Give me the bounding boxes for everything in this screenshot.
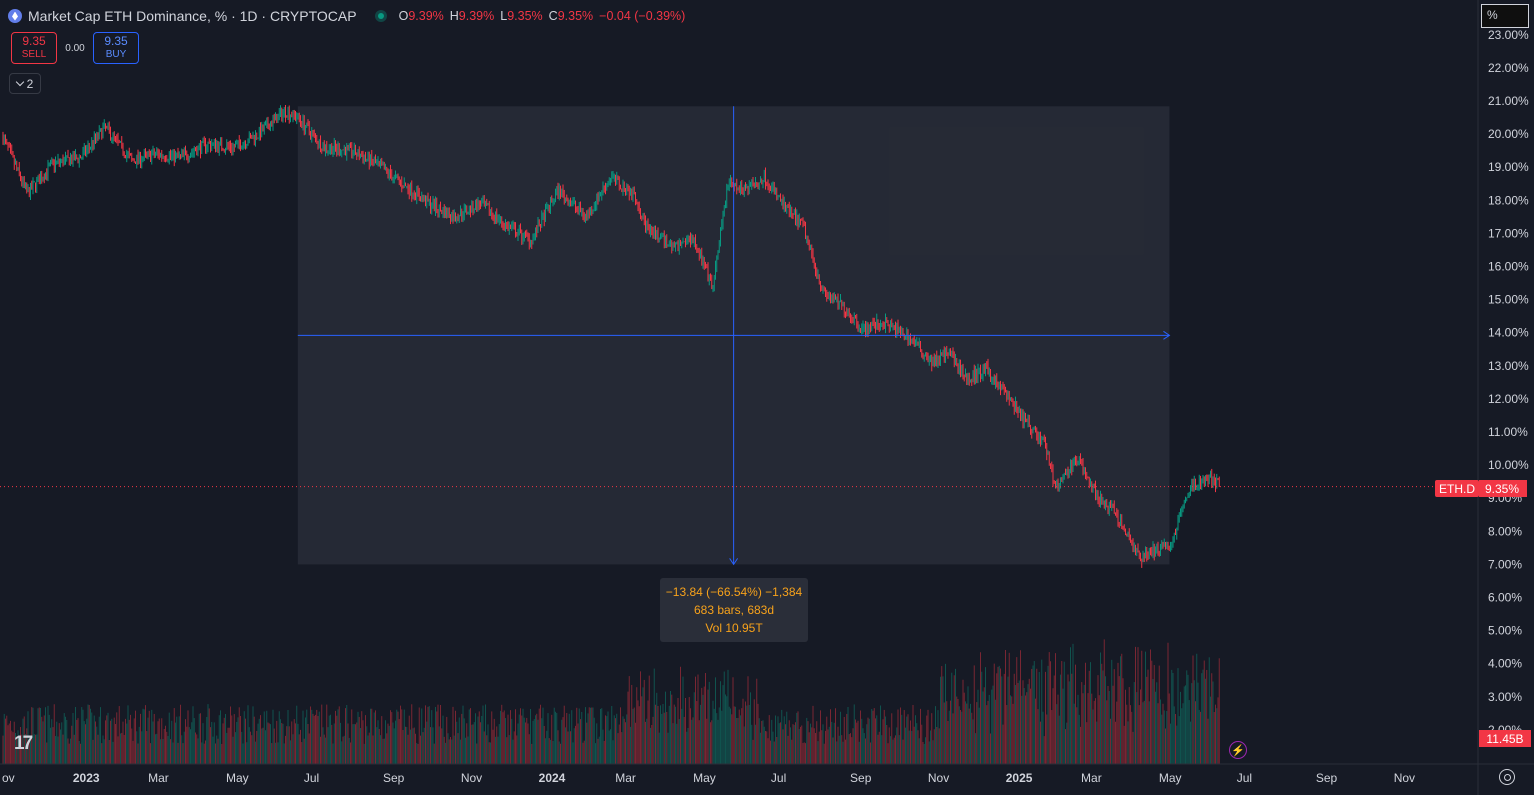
time-tick-label: Sep bbox=[1316, 771, 1338, 785]
time-tick-label: 2024 bbox=[539, 771, 566, 785]
price-tick-label: 14.00% bbox=[1488, 326, 1529, 340]
trade-panel: 9.35 SELL 0.00 9.35 BUY bbox=[11, 32, 139, 64]
price-tick-label: 5.00% bbox=[1488, 624, 1522, 638]
price-candles bbox=[2, 105, 1220, 568]
price-tick-label: 12.00% bbox=[1488, 392, 1529, 406]
time-tick-label: Mar bbox=[615, 771, 636, 785]
ohlc-values: O9.39% H9.39% L9.35% C9.35% −0.04 (−0.39… bbox=[398, 9, 686, 23]
volume-value-label: 11.45B bbox=[1479, 730, 1531, 747]
price-tick-label: 23.00% bbox=[1488, 28, 1529, 42]
time-tick-label: Jul bbox=[1237, 771, 1252, 785]
price-tick-label: 21.00% bbox=[1488, 94, 1529, 108]
time-tick-label: Nov bbox=[928, 771, 949, 785]
symbol-price-label: ETH.D bbox=[1435, 480, 1479, 497]
last-price-label: 9.35% bbox=[1479, 480, 1527, 497]
chart-legend: Market Cap ETH Dominance, % · 1D · CRYPT… bbox=[8, 6, 685, 26]
price-tick-label: 20.00% bbox=[1488, 127, 1529, 141]
sell-button[interactable]: 9.35 SELL bbox=[11, 32, 57, 64]
price-tick-label: 10.00% bbox=[1488, 458, 1529, 472]
measure-volume: Vol 10.95T bbox=[705, 621, 763, 635]
measure-change: −13.84 (−66.54%) −1,384 bbox=[665, 585, 803, 599]
volume-bars bbox=[2, 639, 1220, 764]
time-tick-label: May bbox=[693, 771, 716, 785]
ethereum-icon bbox=[8, 9, 22, 23]
time-tick-label: Nov bbox=[461, 771, 482, 785]
price-tick-label: 7.00% bbox=[1488, 557, 1522, 571]
measure-bars: 683 bars, 683d bbox=[693, 603, 775, 617]
measure-lines bbox=[0, 106, 1478, 566]
time-tick-label: 2025 bbox=[1006, 771, 1033, 785]
time-tick-label: May bbox=[226, 771, 249, 785]
gear-icon[interactable] bbox=[1499, 769, 1515, 785]
spread-value: 0.00 bbox=[65, 42, 85, 54]
price-tick-label: 8.00% bbox=[1488, 524, 1522, 538]
price-tick-label: 6.00% bbox=[1488, 591, 1522, 605]
symbol-title[interactable]: Market Cap ETH Dominance, % · 1D · CRYPT… bbox=[28, 8, 357, 24]
measure-arrow-down bbox=[729, 558, 739, 566]
price-tick-label: 18.00% bbox=[1488, 193, 1529, 207]
time-tick-label: Mar bbox=[1081, 771, 1102, 785]
flash-icon[interactable]: ⚡ bbox=[1229, 741, 1247, 759]
time-tick-label: Sep bbox=[850, 771, 872, 785]
tradingview-logo[interactable]: 17 bbox=[14, 733, 33, 754]
price-tick-label: 11.00% bbox=[1488, 425, 1528, 439]
price-tick-label: 3.00% bbox=[1488, 690, 1522, 704]
chevron-down-icon bbox=[15, 77, 24, 87]
price-tick-label: 17.00% bbox=[1488, 226, 1529, 240]
time-tick-label: Jul bbox=[304, 771, 319, 785]
buy-button[interactable]: 9.35 BUY bbox=[93, 32, 139, 64]
price-tick-label: 13.00% bbox=[1488, 359, 1529, 373]
price-tick-label: 19.00% bbox=[1488, 160, 1529, 174]
measure-info-box: −13.84 (−66.54%) −1,384 683 bars, 683d V… bbox=[660, 578, 808, 642]
measure-arrow-right bbox=[1163, 330, 1171, 340]
time-tick-label: Sep bbox=[383, 771, 405, 785]
time-tick-label: Mar bbox=[148, 771, 169, 785]
price-tick-label: 16.00% bbox=[1488, 260, 1529, 274]
time-tick-label: ov bbox=[2, 771, 15, 785]
price-tick-label: 4.00% bbox=[1488, 657, 1522, 671]
time-tick-label: Jul bbox=[771, 771, 786, 785]
indicators-toggle-button[interactable]: 2 bbox=[9, 73, 41, 94]
market-status-icon bbox=[374, 10, 387, 22]
time-tick-label: May bbox=[1159, 771, 1182, 785]
time-tick-label: Nov bbox=[1394, 771, 1415, 785]
time-tick-label: 2023 bbox=[73, 771, 100, 785]
price-tick-label: 15.00% bbox=[1488, 293, 1529, 307]
scale-unit-input[interactable]: % bbox=[1481, 4, 1529, 28]
price-tick-label: 22.00% bbox=[1488, 61, 1529, 75]
